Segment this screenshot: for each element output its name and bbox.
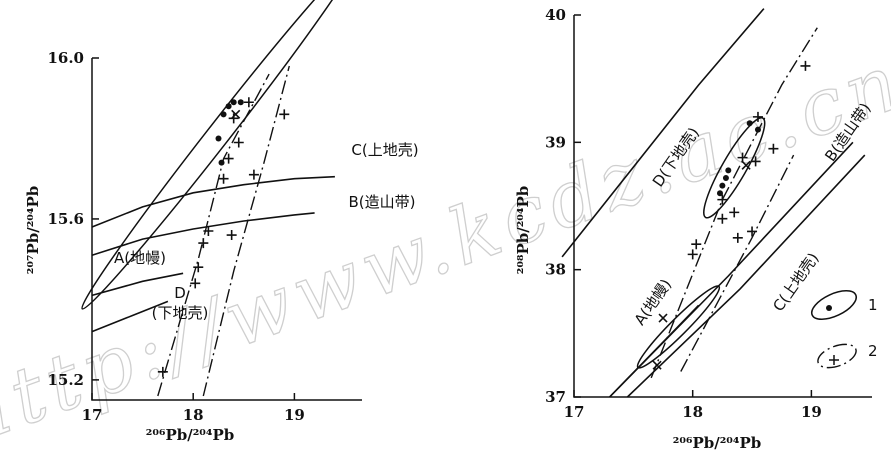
data-point-plus [248, 169, 259, 180]
data-point-dot [218, 159, 225, 166]
data-point-dot [220, 111, 227, 118]
data-envelope-ellipse [636, 285, 721, 369]
y-axis-label: ²⁰⁸Pb/²⁰⁴Pb [514, 186, 532, 274]
watermark-text: http://www.kcdz.ac.cn [0, 37, 891, 457]
growth-curve [626, 154, 866, 398]
data-point-plus [717, 194, 728, 205]
y-axis-label: ²⁰⁷Pb/²⁰⁴Pb [24, 186, 42, 274]
left-plot-pb207-pb204: 17 18 19 15.2 15.6 16.0 ²⁰⁶Pb/²⁰⁴Pb ²⁰⁷Pb/²⁰⁴Pb… [24, 0, 419, 444]
growth-curve [91, 212, 315, 256]
dashdot-envelope [202, 65, 290, 397]
data-point-dot [237, 99, 244, 106]
curve-label: (下地壳) [152, 304, 209, 322]
data-point-plus [198, 238, 209, 249]
data-point-plus [203, 226, 214, 237]
legend-symbol-ellipse [811, 290, 857, 320]
data-point-plus [193, 262, 204, 273]
data-point-plus [729, 207, 740, 218]
data-point-plus [752, 111, 763, 122]
data-point-plus [750, 156, 761, 167]
data-point-plus [243, 97, 254, 108]
y-tick-label: 39 [545, 133, 566, 151]
watermark: http://www.kcdz.ac.cn [0, 36, 891, 457]
data-point-dot [230, 99, 237, 106]
data-point-plus [233, 137, 244, 148]
data-point-dot [225, 103, 232, 110]
dashdot-envelope [650, 27, 818, 379]
data-point-dot [719, 182, 726, 189]
data-point-plus [223, 153, 234, 164]
data-point-x [231, 109, 241, 119]
data-point-plus [190, 278, 201, 289]
x-tick-label: 19 [801, 403, 822, 421]
growth-curve [91, 300, 169, 333]
data-point-plus [228, 113, 239, 124]
dashdot-envelope [680, 154, 795, 372]
data-point-plus [218, 173, 229, 184]
data-envelope-ellipse [703, 117, 766, 219]
growth-curve [91, 272, 184, 297]
data-point-plus [800, 60, 811, 71]
curve-label: C(上地壳) [351, 141, 418, 159]
legend: 12 [811, 290, 878, 369]
data-point-plus [747, 226, 758, 237]
growth-curve [561, 8, 765, 258]
curve-label: A(地幔) [631, 276, 676, 329]
data-point-dot [746, 120, 753, 127]
data-point-x [652, 360, 662, 370]
x-tick-label: 17 [564, 403, 585, 421]
data-point-x [658, 313, 668, 323]
data-point-x [741, 160, 751, 170]
data-point-dot [725, 167, 732, 174]
y-tick-label: 15.2 [47, 371, 84, 389]
data-point-plus [687, 249, 698, 260]
data-point-plus [279, 109, 290, 120]
data-point-plus [732, 232, 743, 243]
legend-label: 1 [868, 296, 878, 314]
curve-label: D [174, 284, 186, 302]
x-tick-label: 18 [183, 406, 204, 424]
x-axis-label: ²⁰⁶Pb/²⁰⁴Pb [146, 426, 234, 444]
x-tick-label: 18 [682, 403, 703, 421]
data-point-dot [215, 135, 222, 142]
x-tick-label: 17 [82, 406, 103, 424]
data-point-plus [691, 239, 702, 250]
curve-label: A(地幔) [114, 249, 166, 267]
legend-label: 2 [868, 342, 878, 360]
data-point-plus [157, 366, 168, 377]
y-tick-label: 38 [545, 261, 566, 279]
data-point-dot [716, 190, 723, 197]
y-tick-label: 37 [545, 388, 566, 406]
growth-curve [91, 175, 335, 228]
data-point-dot [754, 126, 761, 133]
data-point-plus [226, 230, 237, 241]
x-axis-label: ²⁰⁶Pb/²⁰⁴Pb [673, 434, 761, 452]
dashdot-envelope [157, 73, 270, 397]
data-point-plus [717, 213, 728, 224]
legend-symbol-dot [826, 305, 832, 311]
x-tick-label: 19 [284, 406, 305, 424]
y-tick-label: 40 [545, 6, 566, 24]
y-tick-label: 16.0 [47, 49, 84, 67]
data-point-plus [768, 143, 779, 154]
y-tick-label: 15.6 [47, 210, 84, 228]
data-envelope-ellipse [81, 0, 356, 310]
curve-label: B(造山带) [349, 193, 416, 211]
data-point-dot [722, 174, 729, 181]
legend-symbol-plus [829, 355, 839, 365]
legend-symbol-dashdot [817, 343, 857, 369]
growth-curve [609, 304, 700, 398]
